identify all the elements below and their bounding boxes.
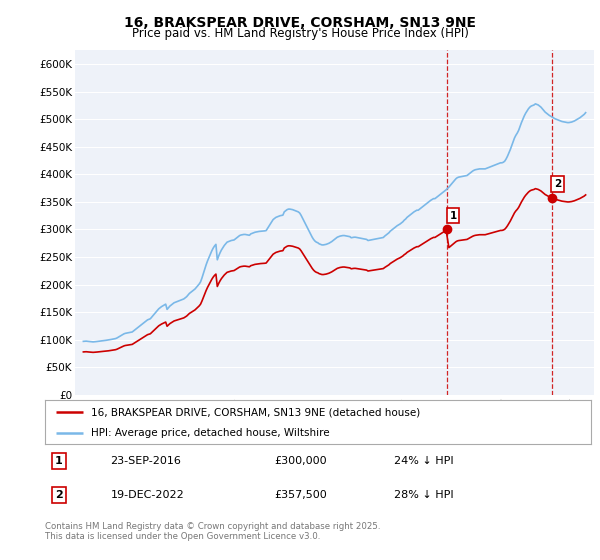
Text: Price paid vs. HM Land Registry's House Price Index (HPI): Price paid vs. HM Land Registry's House …: [131, 27, 469, 40]
Text: 16, BRAKSPEAR DRIVE, CORSHAM, SN13 9NE (detached house): 16, BRAKSPEAR DRIVE, CORSHAM, SN13 9NE (…: [91, 407, 421, 417]
Text: HPI: Average price, detached house, Wiltshire: HPI: Average price, detached house, Wilt…: [91, 428, 330, 437]
Text: 2: 2: [55, 490, 62, 500]
Text: 24% ↓ HPI: 24% ↓ HPI: [394, 456, 454, 466]
Text: £357,500: £357,500: [274, 490, 327, 500]
Text: 23-SEP-2016: 23-SEP-2016: [110, 456, 181, 466]
Text: 2: 2: [554, 179, 561, 189]
Text: Contains HM Land Registry data © Crown copyright and database right 2025.
This d: Contains HM Land Registry data © Crown c…: [45, 522, 380, 542]
Text: 19-DEC-2022: 19-DEC-2022: [110, 490, 184, 500]
Text: 16, BRAKSPEAR DRIVE, CORSHAM, SN13 9NE: 16, BRAKSPEAR DRIVE, CORSHAM, SN13 9NE: [124, 16, 476, 30]
Text: £300,000: £300,000: [274, 456, 327, 466]
Text: 1: 1: [449, 211, 457, 221]
Text: 1: 1: [55, 456, 62, 466]
Text: 28% ↓ HPI: 28% ↓ HPI: [394, 490, 454, 500]
